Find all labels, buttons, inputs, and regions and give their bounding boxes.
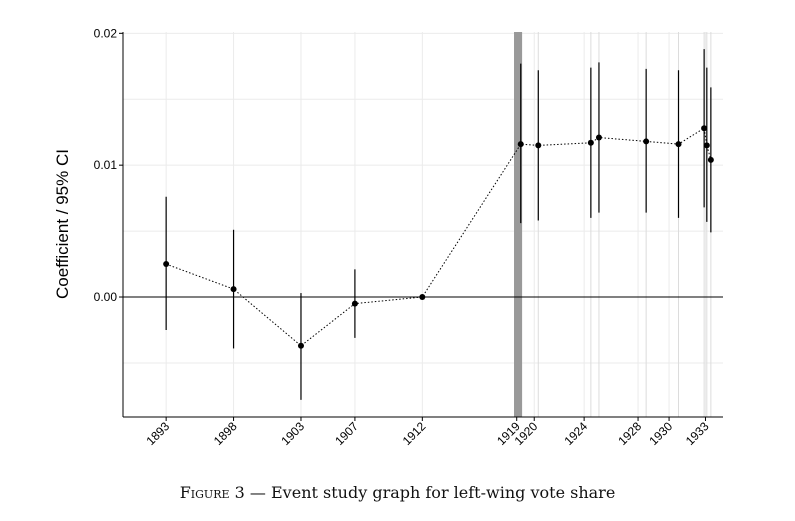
y-tick-label: 0.00 xyxy=(94,290,118,304)
coefficient-point xyxy=(517,141,524,148)
coefficient-point xyxy=(701,125,708,132)
coefficient-point xyxy=(535,142,542,149)
coefficient-point xyxy=(707,156,714,163)
figure-number: 3 xyxy=(234,483,245,502)
plot-background xyxy=(123,32,723,417)
axes xyxy=(122,32,723,418)
y-tick-label: 0.01 xyxy=(94,158,118,172)
caption-text: Event study graph for left-wing vote sha… xyxy=(271,483,616,502)
x-tick-label: 1930 xyxy=(646,419,675,448)
coefficient-point xyxy=(230,286,237,293)
x-tick-label: 1893 xyxy=(143,419,172,448)
shaded-band xyxy=(514,32,523,417)
x-tick-label: 1907 xyxy=(332,419,361,448)
y-axis-ticks: 0.00 0.01 0.02 xyxy=(94,26,123,304)
x-tick-label: 1928 xyxy=(615,419,644,448)
coefficient-point xyxy=(419,294,426,301)
coefficient-point xyxy=(703,142,710,149)
x-tick-label: 1898 xyxy=(211,419,240,448)
coefficient-point xyxy=(297,342,304,349)
figure-label: Figure xyxy=(179,483,230,502)
coefficient-point xyxy=(675,141,682,148)
coefficient-point xyxy=(587,139,594,146)
event-study-chart: 0.000.010.02 1893 1898 1903 1907 1912 1919192… xyxy=(53,26,723,448)
dotted-connector-line xyxy=(165,127,712,347)
x-tick-label: 1924 xyxy=(561,419,590,448)
coefficient-point xyxy=(163,261,170,268)
coefficient-points xyxy=(163,125,714,349)
x-tick-label: 1903 xyxy=(278,419,307,448)
coefficient-point xyxy=(595,134,602,141)
caption-separator: — xyxy=(249,483,266,502)
coefficient-point xyxy=(351,300,358,307)
treatment-band xyxy=(514,32,523,417)
x-tick-label: 1912 xyxy=(400,419,429,448)
x-tick-label: 1933 xyxy=(683,419,712,448)
y-axis-label: Coefficient / 95% CI xyxy=(53,149,72,299)
y-tick-label: 0.02 xyxy=(94,26,118,40)
coefficient-point xyxy=(643,138,650,145)
figure-caption: Figure 3 — Event study graph for left-wi… xyxy=(0,483,795,502)
